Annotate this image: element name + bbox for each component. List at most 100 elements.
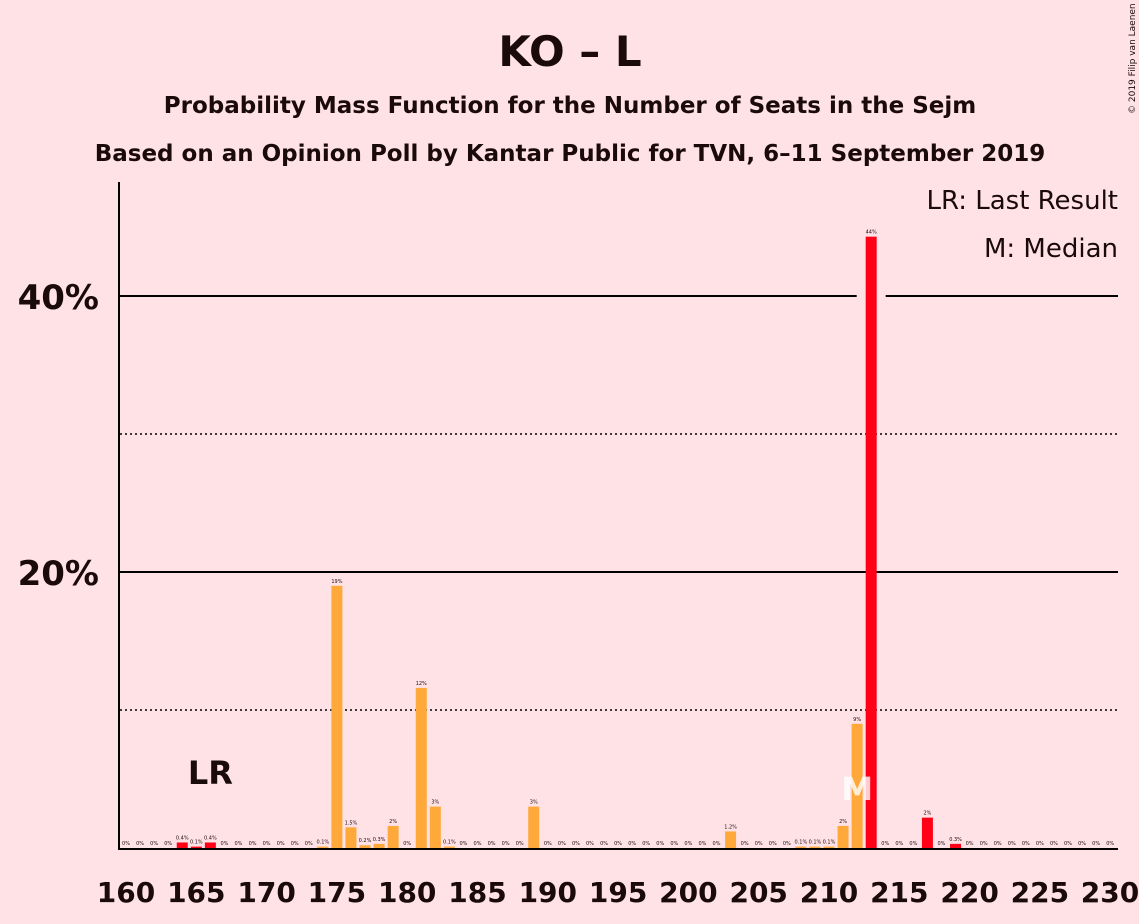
bar-label-170: 0% — [263, 841, 271, 847]
bar-174 — [317, 846, 329, 848]
bar-label-189: 3% — [530, 800, 538, 806]
bar-label-188: 0% — [516, 841, 524, 847]
bar-label-180: 0% — [403, 841, 411, 847]
bar-175 — [331, 585, 343, 848]
x-tick-230: 230 — [1081, 876, 1139, 909]
bar-176 — [345, 827, 357, 848]
x-tick-210: 210 — [800, 876, 858, 909]
bar-179 — [387, 825, 399, 848]
x-tick-165: 165 — [167, 876, 225, 909]
bar-183 — [443, 846, 455, 848]
chart-subtitle-source: Based on an Opinion Poll by Kantar Publi… — [95, 141, 1046, 167]
bar-label-161: 0% — [136, 841, 144, 847]
bar-label-210: 0.1% — [823, 840, 836, 846]
x-tick-225: 225 — [1011, 876, 1069, 909]
bar-label-178: 0.3% — [373, 837, 386, 843]
bars-group — [176, 236, 962, 848]
legend-median: M: Median — [984, 234, 1118, 264]
chart-title: KO – L — [498, 27, 641, 76]
chart-subtitle: Probability Mass Function for the Number… — [164, 93, 976, 119]
x-tick-220: 220 — [940, 876, 998, 909]
bar-label-218: 0% — [938, 841, 946, 847]
bar-label-164: 0.4% — [176, 835, 189, 841]
bar-182 — [429, 806, 441, 848]
y-tick-40: 40% — [18, 278, 99, 318]
bar-label-223: 0% — [1008, 841, 1016, 847]
bar-label-176: 1.5% — [345, 820, 358, 826]
bar-178 — [373, 843, 385, 848]
bar-label-229: 0% — [1092, 841, 1100, 847]
bar-label-167: 0% — [220, 841, 228, 847]
x-tick-200: 200 — [659, 876, 717, 909]
bar-label-214: 0% — [881, 841, 889, 847]
axes — [118, 182, 1118, 850]
bar-label-207: 0% — [783, 841, 791, 847]
bar-labels-group: 0% 0% 0% 0%0.4%0.1%0.4%0% 0% 0% 0% 0% 0% 0% 0.1%19… — [122, 230, 1114, 847]
bar-label-201: 0% — [698, 841, 706, 847]
bar-label-185: 0% — [474, 841, 482, 847]
bar-label-173: 0% — [305, 841, 313, 847]
y-tick-labels: 20% 40% — [18, 278, 99, 594]
bar-label-172: 0% — [291, 841, 299, 847]
bar-label-179: 2% — [389, 819, 397, 825]
bar-166 — [204, 842, 216, 848]
bar-label-206: 0% — [769, 841, 777, 847]
bar-label-171: 0% — [277, 841, 285, 847]
bar-label-198: 0% — [656, 841, 664, 847]
x-tick-185: 185 — [448, 876, 506, 909]
bar-label-184: 0% — [459, 841, 467, 847]
bar-label-175: 19% — [331, 579, 342, 585]
bar-label-182: 3% — [431, 800, 439, 806]
bar-label-165: 0.1% — [190, 840, 203, 846]
bar-label-192: 0% — [572, 841, 580, 847]
bar-212 — [851, 723, 863, 848]
bar-label-186: 0% — [488, 841, 496, 847]
bar-label-208: 0.1% — [795, 840, 808, 846]
bar-label-220: 0% — [966, 841, 974, 847]
bar-label-204: 0% — [741, 841, 749, 847]
bar-label-160: 0% — [122, 841, 130, 847]
grid — [120, 295, 1118, 711]
last-result-marker: LR — [188, 754, 233, 792]
bar-label-224: 0% — [1022, 841, 1030, 847]
x-tick-160: 160 — [97, 876, 155, 909]
legend-last-result: LR: Last Result — [926, 186, 1118, 216]
bar-label-209: 0.1% — [809, 840, 822, 846]
bar-label-225: 0% — [1036, 841, 1044, 847]
bar-label-213: 44% — [866, 230, 877, 236]
bar-label-187: 0% — [502, 841, 510, 847]
bar-label-215: 0% — [895, 841, 903, 847]
x-tick-175: 175 — [308, 876, 366, 909]
bar-213 — [865, 236, 877, 848]
bar-181 — [415, 687, 427, 848]
bar-label-194: 0% — [600, 841, 608, 847]
bar-label-230: 0% — [1106, 841, 1114, 847]
bar-label-227: 0% — [1064, 841, 1072, 847]
median-marker: M — [841, 770, 873, 808]
x-tick-205: 205 — [729, 876, 787, 909]
bar-label-219: 0.3% — [949, 837, 962, 843]
bar-label-195: 0% — [614, 841, 622, 847]
bar-label-217: 2% — [923, 811, 931, 817]
bar-203 — [725, 831, 737, 848]
bar-label-226: 0% — [1050, 841, 1058, 847]
bar-label-183: 0.1% — [443, 840, 456, 846]
bar-label-191: 0% — [558, 841, 566, 847]
bar-label-205: 0% — [755, 841, 763, 847]
copyright: © 2019 Filip van Laenen — [1128, 3, 1138, 114]
bar-label-193: 0% — [586, 841, 594, 847]
bar-165 — [190, 846, 202, 848]
bar-label-202: 0% — [713, 841, 721, 847]
bar-label-169: 0% — [249, 841, 257, 847]
bar-label-190: 0% — [544, 841, 552, 847]
bar-209 — [809, 846, 821, 848]
bar-208 — [795, 846, 807, 848]
bar-label-177: 0.2% — [359, 838, 372, 844]
bar-label-196: 0% — [628, 841, 636, 847]
x-tick-215: 215 — [870, 876, 928, 909]
bar-217 — [921, 817, 933, 848]
bar-label-200: 0% — [684, 841, 692, 847]
bar-164 — [176, 842, 188, 848]
x-tick-190: 190 — [519, 876, 577, 909]
